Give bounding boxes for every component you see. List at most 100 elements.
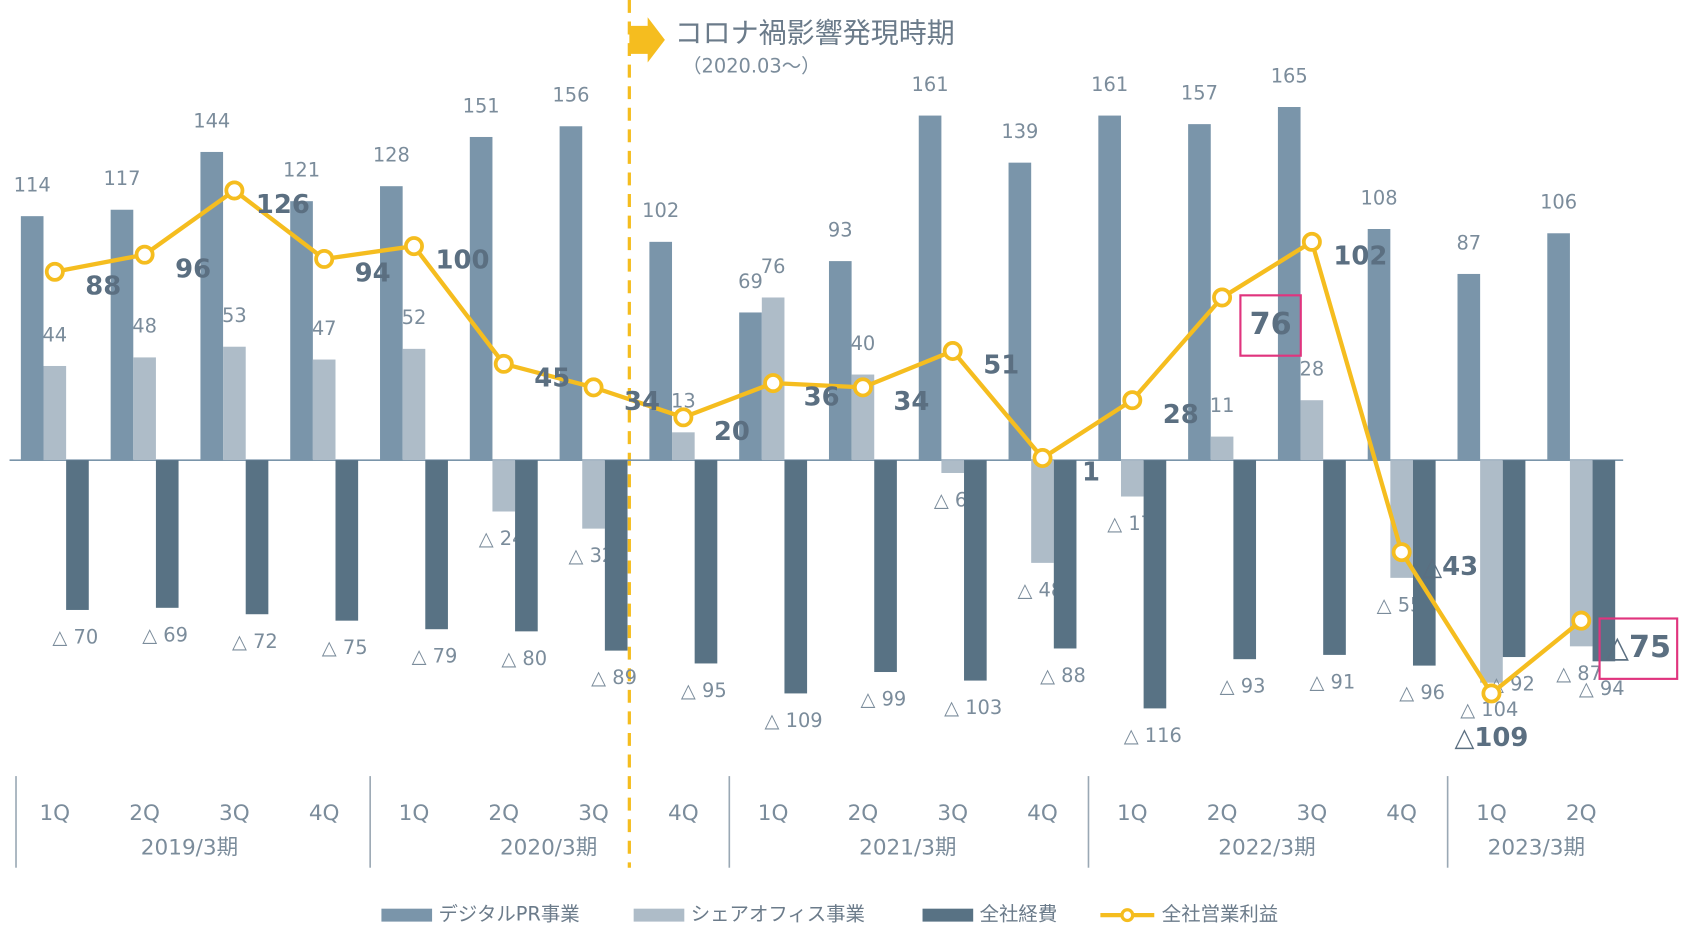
value-label: △ 72: [232, 630, 278, 653]
value-label: △ 17: [1107, 512, 1153, 535]
value-label: 52: [402, 306, 427, 329]
x-tick-label: 3Q: [937, 801, 968, 826]
value-label: 47: [312, 317, 337, 340]
bar: [1120, 460, 1144, 497]
line-point: [1571, 610, 1592, 631]
value-label: 114: [14, 173, 51, 196]
x-tick-label: 4Q: [309, 801, 340, 826]
bar: [874, 460, 897, 673]
line-point: [404, 236, 424, 257]
value-label: △ 91: [1309, 670, 1355, 693]
bar: [402, 348, 426, 461]
bar: [1300, 400, 1324, 461]
value-label: 165: [1271, 64, 1308, 87]
value-label: △ 70: [52, 625, 98, 648]
group-label: 2022/3期: [1218, 835, 1315, 860]
line-label: 51: [983, 351, 1019, 381]
value-label: 87: [1456, 231, 1481, 254]
bar: [110, 209, 134, 461]
bar: [604, 460, 628, 651]
value-label: △ 116: [1124, 724, 1182, 747]
line-point: [314, 248, 335, 269]
value-label: 108: [1361, 186, 1398, 209]
x-tick-label: 3Q: [578, 801, 609, 826]
x-tick-label: 1Q: [1117, 801, 1148, 826]
legend-label: 全社経費: [980, 903, 1058, 926]
annotation-sub: （2020.03～）: [682, 54, 820, 77]
value-label: 40: [851, 332, 876, 355]
legend-swatch: [633, 908, 685, 922]
line-label: 88: [85, 271, 121, 301]
x-tick-label: 4Q: [1386, 801, 1417, 826]
x-tick-label: 2Q: [1207, 801, 1238, 826]
x-tick-label: 1Q: [758, 801, 789, 826]
value-label: 28: [1300, 358, 1325, 381]
value-label: △ 55: [1377, 593, 1423, 616]
bar: [1053, 460, 1077, 649]
line-point: [134, 244, 155, 265]
bar: [66, 460, 89, 610]
line-point: [1122, 390, 1143, 411]
line-label: △75: [1606, 630, 1671, 665]
value-label: 69: [738, 270, 763, 293]
bar: [155, 460, 179, 608]
line-label: 1: [1082, 458, 1100, 488]
line-label: 76: [1250, 307, 1292, 342]
value-label: △ 87: [1556, 662, 1602, 685]
value-label: △ 103: [944, 696, 1002, 719]
x-tick-label: 2Q: [129, 801, 160, 826]
value-label: △ 24: [479, 527, 525, 550]
legend-swatch: [922, 908, 974, 922]
bar: [964, 460, 987, 681]
x-tick-label: 2Q: [1566, 801, 1597, 826]
bar: [1188, 124, 1211, 461]
line-label: 94: [355, 259, 391, 289]
bar: [1367, 229, 1391, 461]
bar: [672, 432, 695, 461]
x-tick-label: 3Q: [219, 801, 250, 826]
bar: [469, 136, 493, 461]
value-label: 139: [1001, 120, 1038, 143]
value-label: △ 93: [1220, 675, 1266, 698]
value-label: △ 109: [765, 709, 823, 732]
value-label: 106: [1540, 191, 1577, 214]
legend-label: シェアオフィス事業: [691, 903, 865, 926]
x-tick-label: 1Q: [39, 801, 70, 826]
line-label: 20: [714, 417, 750, 447]
line-point: [493, 353, 514, 374]
legend-label: デジタルPR事業: [439, 903, 580, 926]
bar: [1412, 460, 1436, 666]
bar: [43, 365, 67, 461]
bar: [1031, 460, 1054, 563]
bar: [380, 186, 403, 461]
value-label: 161: [912, 73, 949, 96]
bar: [245, 460, 269, 615]
x-tick-label: 4Q: [668, 801, 699, 826]
bar: [335, 460, 359, 621]
bar: [582, 460, 605, 529]
line-label: 34: [624, 387, 660, 417]
line-point: [1481, 683, 1502, 704]
value-label: 102: [642, 199, 679, 222]
value-label: 156: [552, 84, 589, 107]
bar: [1547, 233, 1570, 461]
value-label: △ 80: [501, 647, 547, 670]
bar: [1323, 460, 1346, 655]
legend-swatch: [1120, 908, 1135, 923]
line-label: 102: [1333, 241, 1387, 271]
value-label: △ 89: [591, 666, 637, 689]
bar: [559, 126, 583, 461]
line: [54, 188, 1583, 696]
bar: [223, 346, 246, 461]
bar: [290, 201, 313, 461]
line-point: [583, 377, 604, 398]
bar: [492, 460, 516, 512]
value-label: △ 99: [861, 688, 907, 711]
value-label: △ 32: [569, 544, 615, 567]
bar: [649, 241, 673, 461]
bar: [1592, 460, 1616, 662]
bar: [1569, 460, 1593, 647]
group-label: 2021/3期: [859, 835, 956, 860]
x-tick-label: 3Q: [1297, 801, 1328, 826]
